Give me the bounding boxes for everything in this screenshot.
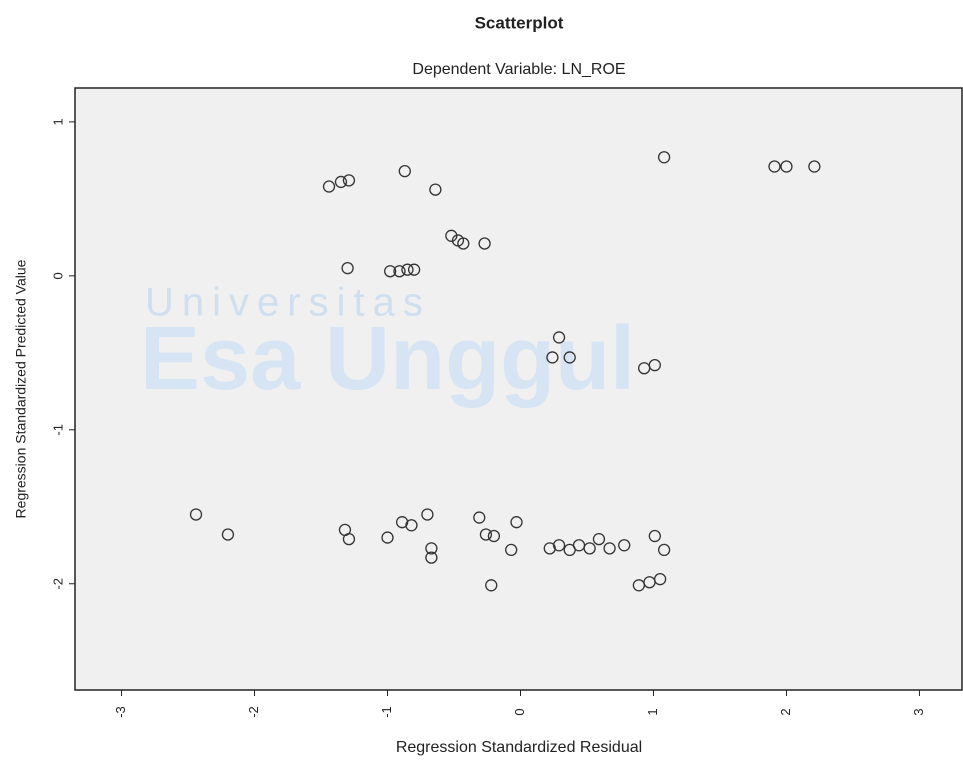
x-tick-label: -3 [113,706,128,718]
point [421,508,434,521]
point [510,516,523,529]
point [603,542,616,555]
point [552,331,566,344]
x-tick-label: 3 [911,708,926,715]
point [552,539,566,552]
chart-title: Scatterplot [475,13,564,32]
point [473,511,486,524]
y-tick-label: -1 [50,424,65,436]
point [505,543,518,557]
point [657,151,671,164]
y-tick-label: 0 [50,272,65,279]
point [479,528,493,541]
x-tick-label: -1 [379,706,394,718]
point [425,551,438,564]
point [429,183,442,196]
point [342,174,356,187]
watermark: Esa Unggul [140,309,635,409]
point [401,263,414,276]
x-tick-label: 1 [645,708,660,715]
point [768,160,781,173]
point [341,261,354,275]
point [657,543,671,557]
point [592,532,606,546]
y-tick-label: -2 [50,578,65,590]
plot-area [74,87,963,691]
point [648,529,661,543]
point [563,351,576,364]
point [546,351,559,364]
point [583,542,596,555]
point [780,160,793,173]
point [653,572,667,586]
point [393,265,406,278]
point [425,542,438,555]
watermark: Universitas [145,281,431,325]
point [342,532,356,546]
point [457,237,470,250]
point [407,263,421,276]
y-axis-label: Regression Standardized Predicted Value [13,259,29,518]
point [384,265,397,278]
point [648,358,661,372]
point [221,528,235,541]
point [322,180,336,193]
point [478,237,491,250]
point [445,229,458,242]
point [487,529,501,543]
point [189,508,203,521]
point [618,539,631,552]
point [334,175,348,189]
point [398,164,411,178]
chart-subtitle: Dependent Variable: LN_ROE [412,61,625,78]
point [405,519,418,532]
x-tick-label: 2 [778,708,793,715]
y-tick-label: 1 [50,118,65,125]
point [485,579,498,592]
point [381,531,394,544]
point [808,160,821,173]
x-tick-label: -2 [246,706,261,718]
x-tick-label: 0 [512,708,527,715]
x-axis-label: Regression Standardized Residual [396,739,642,756]
